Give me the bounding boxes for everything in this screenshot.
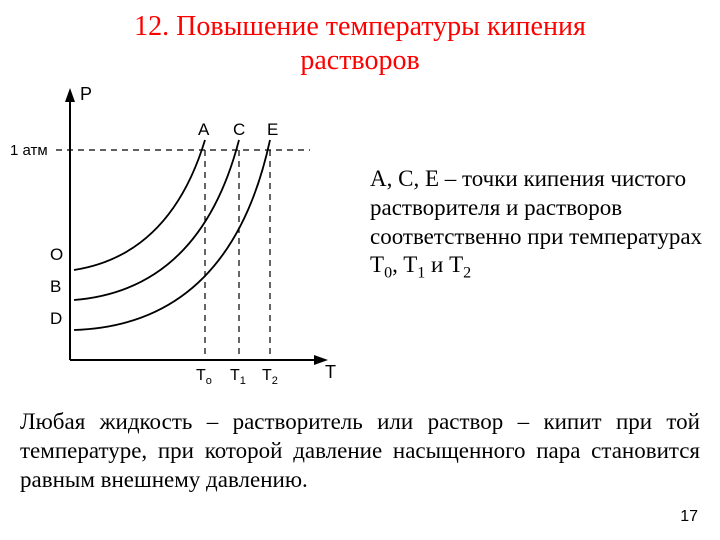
x-axis-label: T [325, 362, 336, 382]
y-axis-arrow [65, 88, 75, 102]
bottom-paragraph: Любая жидкость – растворитель или раство… [20, 408, 700, 494]
title-line2: растворов [300, 45, 419, 76]
curve-d [74, 140, 270, 330]
chart-svg: P T A C E O B D To T1 T2 [10, 80, 350, 390]
point-c-label: C [233, 120, 245, 139]
side-p3: и T [425, 252, 463, 277]
title-line1: 12. Повышение температуры кипения [134, 11, 586, 42]
side-explanation: A, C, E – точки кипения чистого раствори… [370, 165, 705, 284]
y-axis-label: P [80, 84, 92, 104]
curve-b-label: B [50, 277, 61, 296]
curve-b [74, 140, 239, 300]
xtick-1: T1 [230, 367, 246, 387]
slide-title: 12. Повышение температуры кипения раство… [0, 0, 720, 77]
page-number: 17 [680, 508, 698, 526]
side-p2: , T [392, 252, 417, 277]
xtick-2: T2 [262, 367, 278, 387]
xtick-0: To [196, 367, 212, 387]
curve-o-label: O [50, 245, 63, 264]
point-a-label: A [198, 120, 210, 139]
side-s1: 0 [384, 265, 392, 282]
curve-o [74, 140, 205, 270]
curve-d-label: D [50, 309, 62, 328]
y-ref-label: 1 атм [10, 142, 48, 159]
side-s3: 2 [463, 265, 471, 282]
side-p1: A, C, E – точки кипения чистого раствори… [370, 166, 702, 277]
pt-chart: 1 атм P T A C E O B D To T1 T2 [10, 80, 350, 390]
point-e-label: E [267, 120, 278, 139]
